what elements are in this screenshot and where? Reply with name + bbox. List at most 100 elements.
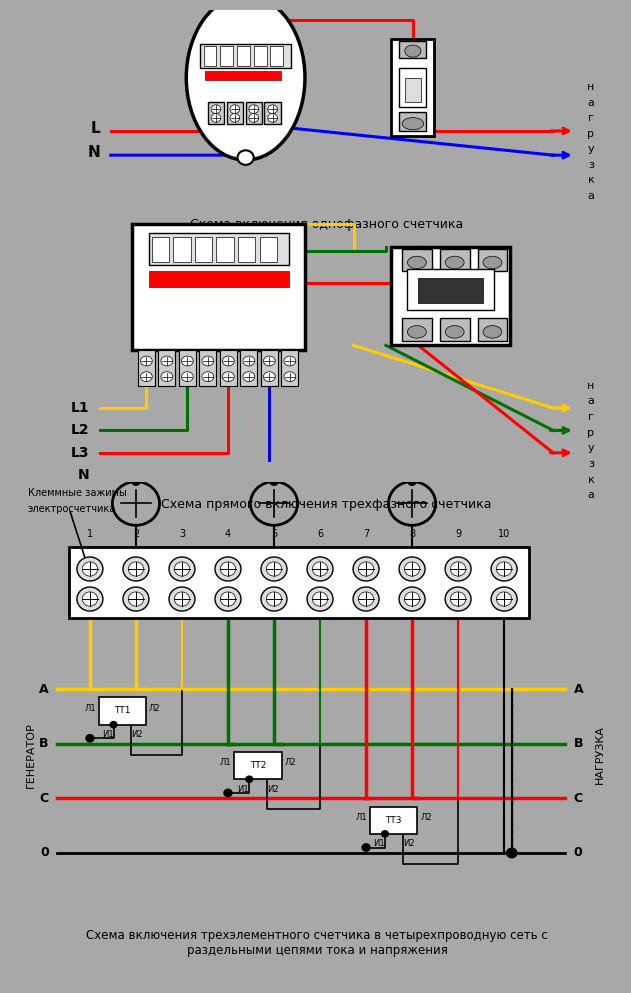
Circle shape (284, 371, 296, 381)
Circle shape (128, 562, 144, 576)
Circle shape (263, 356, 275, 366)
Text: а: а (587, 191, 594, 201)
Bar (204, 47, 216, 66)
Text: 0: 0 (574, 846, 582, 860)
Circle shape (215, 587, 241, 611)
Circle shape (169, 557, 195, 581)
Circle shape (358, 562, 374, 576)
Bar (240, 350, 257, 385)
Text: н: н (587, 380, 594, 390)
Bar (391, 39, 435, 136)
Text: N: N (78, 468, 89, 483)
Text: у: у (587, 443, 594, 454)
Bar (205, 71, 281, 80)
Bar (235, 752, 281, 780)
Circle shape (243, 371, 255, 381)
Text: ГЕНЕРАТОР: ГЕНЕРАТОР (26, 722, 36, 787)
Circle shape (451, 562, 466, 576)
Text: к: к (587, 176, 594, 186)
Bar (148, 271, 289, 287)
Text: Л2: Л2 (149, 704, 160, 713)
Bar (418, 278, 483, 303)
Circle shape (202, 356, 214, 366)
Text: C: C (574, 791, 583, 805)
Text: Л2: Л2 (420, 813, 432, 822)
Circle shape (358, 592, 374, 606)
Text: электросчетчика: электросчетчика (28, 503, 116, 514)
Circle shape (182, 356, 193, 366)
Text: 5: 5 (271, 529, 277, 539)
Bar (402, 319, 432, 341)
Circle shape (82, 562, 98, 576)
Text: N: N (87, 145, 100, 160)
Bar (271, 47, 283, 66)
Circle shape (445, 557, 471, 581)
Bar (440, 319, 469, 341)
Circle shape (77, 587, 103, 611)
Bar (399, 68, 427, 106)
Circle shape (82, 592, 98, 606)
Bar (404, 77, 421, 102)
Bar (220, 350, 237, 385)
Text: НАГРУЗКА: НАГРУЗКА (595, 725, 605, 784)
Text: р: р (587, 129, 594, 139)
Circle shape (268, 113, 278, 122)
Circle shape (312, 592, 327, 606)
Circle shape (307, 557, 333, 581)
Text: г: г (588, 113, 594, 123)
Circle shape (77, 557, 103, 581)
Text: 7: 7 (363, 529, 369, 539)
Circle shape (312, 562, 327, 576)
Bar (478, 319, 507, 341)
Bar (399, 111, 427, 131)
Text: 10: 10 (498, 529, 510, 539)
Circle shape (380, 830, 389, 838)
Circle shape (263, 371, 275, 381)
Text: 1: 1 (87, 529, 93, 539)
Text: И1: И1 (102, 730, 114, 739)
Circle shape (220, 592, 235, 606)
Bar (399, 42, 427, 59)
Ellipse shape (483, 326, 502, 339)
Ellipse shape (237, 0, 254, 5)
Text: A: A (39, 682, 49, 696)
Text: L1: L1 (71, 401, 89, 415)
Text: И2: И2 (267, 784, 279, 793)
Bar (227, 102, 243, 124)
Text: Схема включения однофазного счетчика: Схема включения однофазного счетчика (190, 218, 463, 231)
Text: к: к (587, 475, 594, 485)
Circle shape (169, 587, 195, 611)
Circle shape (269, 478, 279, 486)
Circle shape (141, 356, 152, 366)
Text: ТТ1: ТТ1 (114, 706, 131, 716)
Text: 3: 3 (179, 529, 185, 539)
Ellipse shape (445, 326, 464, 339)
Ellipse shape (483, 256, 502, 269)
Circle shape (404, 562, 420, 576)
Circle shape (230, 113, 240, 122)
Bar (151, 236, 169, 262)
Bar (254, 47, 267, 66)
Text: C: C (40, 791, 49, 805)
Bar (220, 47, 233, 66)
Ellipse shape (402, 117, 423, 130)
Text: а: а (587, 491, 594, 500)
Circle shape (399, 587, 425, 611)
Ellipse shape (186, 0, 305, 160)
Text: 9: 9 (455, 529, 461, 539)
Text: ТТ3: ТТ3 (386, 815, 402, 825)
Text: L2: L2 (71, 423, 89, 437)
Circle shape (230, 105, 240, 113)
Ellipse shape (404, 45, 421, 58)
Text: И2: И2 (403, 839, 415, 848)
Circle shape (161, 371, 173, 381)
Text: B: B (574, 737, 583, 751)
Bar (138, 350, 155, 385)
Bar (408, 269, 494, 310)
Bar (478, 249, 507, 271)
Bar (133, 224, 305, 350)
Ellipse shape (408, 256, 427, 269)
Circle shape (284, 356, 296, 366)
Bar (402, 249, 432, 271)
Circle shape (362, 843, 371, 852)
